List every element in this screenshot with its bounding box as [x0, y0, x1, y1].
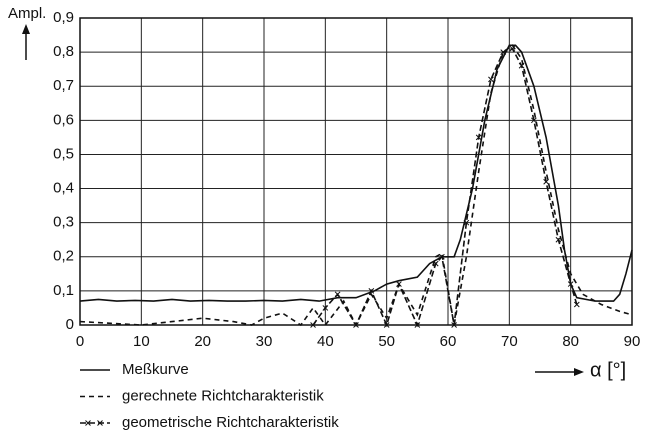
- cross-marker: [322, 305, 329, 311]
- y-tick-label: 0,8: [53, 43, 74, 60]
- y-axis-label: Ampl.: [8, 5, 46, 22]
- cross-marker: [451, 322, 457, 328]
- cross-marker: [334, 291, 341, 298]
- y-tick-label: 0,6: [53, 111, 74, 128]
- cross-marker: [488, 76, 494, 83]
- cross-marker: [500, 49, 507, 55]
- y-tick-label: 0,7: [53, 77, 74, 94]
- cross-marker: [543, 178, 549, 185]
- plot-frame: [79, 17, 633, 326]
- series-line: [312, 47, 578, 328]
- x-tick-label: 70: [501, 333, 518, 350]
- cross-marker: [368, 288, 375, 294]
- cross-marker: [432, 260, 439, 267]
- cross-marker: [310, 322, 316, 328]
- x-tick-label: 20: [194, 333, 211, 350]
- y-tick-label: 0,9: [53, 9, 74, 26]
- y-arrow-head: [22, 24, 30, 34]
- cross-marker: [509, 45, 516, 52]
- cross-marker: [383, 322, 390, 328]
- x-tick-label: 60: [440, 333, 457, 350]
- cross-marker: [396, 281, 402, 287]
- cross-marker: [353, 322, 359, 328]
- cross-marker: [414, 322, 421, 328]
- y-tick-label: 0,1: [53, 282, 74, 299]
- x-arrow-head: [574, 368, 584, 376]
- cross-marker: [463, 219, 470, 226]
- x-tick-label: 0: [76, 333, 84, 350]
- x-tick-label: 50: [378, 333, 395, 350]
- legend-label: geometrische Richtcharakteristik: [122, 414, 339, 431]
- legend-cross: [85, 420, 91, 426]
- cross-marker: [439, 253, 445, 260]
- y-tick-label: 0,2: [53, 248, 74, 265]
- cross-marker: [573, 301, 580, 308]
- x-axis-label: α [°]: [590, 359, 626, 381]
- x-tick-label: 40: [317, 333, 334, 350]
- x-tick-label: 10: [133, 333, 150, 350]
- cross-marker: [531, 117, 537, 124]
- legend-cross: [97, 420, 103, 426]
- x-tick-label: 30: [256, 333, 273, 350]
- y-tick-label: 0,4: [53, 180, 74, 197]
- y-tick-label: 0,3: [53, 214, 74, 231]
- x-tick-label: 90: [624, 333, 641, 350]
- cross-marker: [518, 62, 525, 69]
- series-line: [79, 44, 633, 327]
- legend-label: Meßkurve: [122, 361, 189, 378]
- y-tick-label: 0,5: [53, 145, 74, 162]
- y-tick-label: 0: [66, 316, 74, 333]
- cross-marker: [475, 134, 482, 141]
- cross-marker: [567, 281, 574, 287]
- series-line: [79, 44, 633, 302]
- cross-marker: [555, 236, 562, 243]
- legend-label: gerechnete Richtcharakteristik: [122, 387, 324, 404]
- x-tick-label: 80: [562, 333, 579, 350]
